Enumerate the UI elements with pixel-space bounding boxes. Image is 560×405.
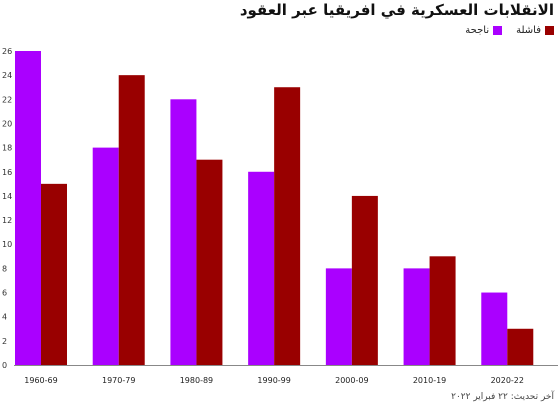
- footer-note: آخر تحديث: ٢٢ فبراير ٢٠٢٢: [451, 392, 554, 402]
- bar-failed-1980-89: [196, 159, 223, 365]
- y-tick-label: 2: [2, 337, 7, 346]
- legend-swatch-successful: [493, 26, 503, 35]
- bar-failed-1960-69: [41, 183, 67, 365]
- bar-successful-2000-09: [325, 268, 352, 365]
- bar-successful-1960-69: [15, 51, 41, 365]
- legend: ناجحة فاشلة: [465, 25, 554, 36]
- y-tick-label: 14: [2, 192, 12, 201]
- y-tick-label: 20: [2, 119, 12, 128]
- bars: [15, 51, 534, 366]
- y-tick-label: 26: [2, 47, 12, 56]
- bar-failed-1990-99: [274, 87, 301, 365]
- x-tick-label: 1980-89: [180, 376, 213, 385]
- x-tick-label: 2020-22: [491, 376, 524, 385]
- y-tick-label: 4: [2, 313, 7, 322]
- y-tick-label: 8: [2, 264, 7, 273]
- bar-failed-2010-19: [429, 256, 456, 365]
- x-tick-label: 2010-19: [413, 376, 446, 385]
- legend-label-failed: فاشلة: [516, 25, 541, 36]
- bar-successful-1970-79: [92, 147, 119, 365]
- x-tick-label: 1960-69: [24, 376, 57, 385]
- bar-successful-1990-99: [248, 171, 275, 365]
- y-tick-label: 24: [2, 71, 12, 80]
- legend-swatch-failed: [545, 26, 554, 35]
- x-tick-label: 1970-79: [102, 376, 135, 385]
- bar-successful-2020-22: [481, 292, 508, 365]
- y-tick-label: 12: [2, 216, 12, 225]
- y-tick-label: 18: [2, 144, 12, 153]
- bar-failed-2000-09: [351, 195, 378, 365]
- bar-successful-2010-19: [403, 268, 430, 365]
- y-tick-label: 22: [2, 95, 12, 104]
- legend-item-successful: ناجحة: [465, 25, 503, 36]
- x-tick-label: 2000-09: [335, 376, 368, 385]
- bar-successful-1980-89: [170, 99, 197, 366]
- legend-item-failed: فاشلة: [516, 25, 554, 36]
- chart-title: الانقلابات العسكرية في افريقيا عبر العقو…: [239, 1, 554, 19]
- y-tick-label: 16: [2, 168, 12, 177]
- bar-failed-1970-79: [118, 75, 145, 366]
- y-tick-label: 10: [2, 240, 12, 249]
- legend-label-successful: ناجحة: [465, 25, 490, 36]
- y-tick-label: 0: [2, 361, 7, 370]
- y-tick-label: 6: [2, 289, 7, 298]
- x-tick-label: 1990-99: [257, 376, 290, 385]
- x-axis: 1960-69 1970-79 1980-89 1990-99 2000-09 2010-…: [14, 365, 558, 385]
- bar-failed-2020-22: [507, 328, 534, 365]
